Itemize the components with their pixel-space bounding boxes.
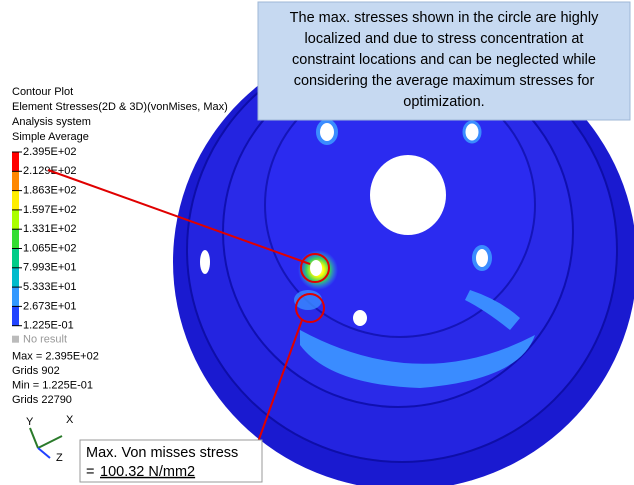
bolt-hole <box>462 120 482 144</box>
color-swatch <box>12 190 19 210</box>
legend: Contour Plot Element Stresses(2D & 3D)(vo… <box>12 86 228 406</box>
bolt-hole <box>316 119 338 145</box>
pointer-line <box>47 169 311 265</box>
note-line: optimization. <box>403 94 484 110</box>
note-line: Max. Von misses stress <box>86 445 238 461</box>
axis-label: Y <box>26 416 34 428</box>
bolt-hole <box>310 260 322 276</box>
legend-stat: Max = 2.395E+02 <box>12 351 99 363</box>
legend-level: 2.673E+01 <box>23 300 77 312</box>
color-swatch <box>12 171 19 191</box>
note-line: localized and due to stress concentratio… <box>305 31 584 47</box>
bolt-hole <box>472 245 492 271</box>
bottom-note: Max. Von misses stress = 100.32 N/mm2 <box>79 439 263 483</box>
axis-triad: Y X Z <box>26 414 74 464</box>
axis-x <box>37 435 63 449</box>
note-value: 100.32 N/mm2 <box>100 464 195 480</box>
legend-level: 2.395E+02 <box>23 146 77 158</box>
note-prefix: = <box>86 464 94 480</box>
axis-label: Z <box>56 452 63 464</box>
axis-y <box>29 427 39 449</box>
legend-header: Contour Plot <box>12 86 73 98</box>
pointer-line <box>257 319 303 443</box>
stress-band <box>465 290 520 330</box>
note-line: considering the average maximum stresses… <box>294 73 595 89</box>
no-result: No result <box>23 334 67 346</box>
center-hole <box>370 155 446 235</box>
color-swatch <box>12 248 19 268</box>
color-swatch <box>12 267 19 288</box>
color-swatch <box>12 287 19 307</box>
legend-level: 1.863E+02 <box>23 185 77 197</box>
highlight-circle <box>295 293 325 323</box>
bolt-hole <box>200 250 210 274</box>
no-result-swatch <box>12 335 19 343</box>
note-box <box>79 439 263 483</box>
note-line: constraint locations and can be neglecte… <box>292 52 596 68</box>
highlight-circle <box>300 253 330 283</box>
legend-header: Analysis system <box>12 116 91 128</box>
legend-stat: Grids 902 <box>12 365 60 377</box>
legend-stat: Grids 22790 <box>12 394 72 406</box>
color-swatch <box>12 152 19 172</box>
legend-stat: Min = 1.225E-01 <box>12 380 93 392</box>
top-note: The max. stresses shown in the circle ar… <box>257 1 631 121</box>
color-swatch <box>12 209 19 230</box>
axis-z <box>37 447 51 459</box>
color-swatch <box>12 229 19 249</box>
legend-level: 5.333E+01 <box>23 281 77 293</box>
note-box <box>257 1 631 121</box>
legend-level: 1.225E-01 <box>23 320 74 332</box>
legend-header: Element Stresses(2D & 3D)(vonMises, Max) <box>12 101 228 113</box>
legend-level: 1.597E+02 <box>23 204 77 216</box>
legend-level: 1.331E+02 <box>23 223 77 235</box>
wheel <box>173 78 634 485</box>
color-swatch <box>12 306 19 326</box>
legend-header: Simple Average <box>12 131 89 143</box>
legend-level: 1.065E+02 <box>23 242 77 254</box>
bolt-hole <box>212 100 224 116</box>
axis-label: X <box>66 414 74 426</box>
annotations <box>47 169 330 443</box>
note-line: The max. stresses shown in the circle ar… <box>290 10 599 26</box>
stress-band <box>300 330 535 388</box>
bolt-hole <box>353 310 367 326</box>
legend-level: 7.993E+01 <box>23 262 77 274</box>
